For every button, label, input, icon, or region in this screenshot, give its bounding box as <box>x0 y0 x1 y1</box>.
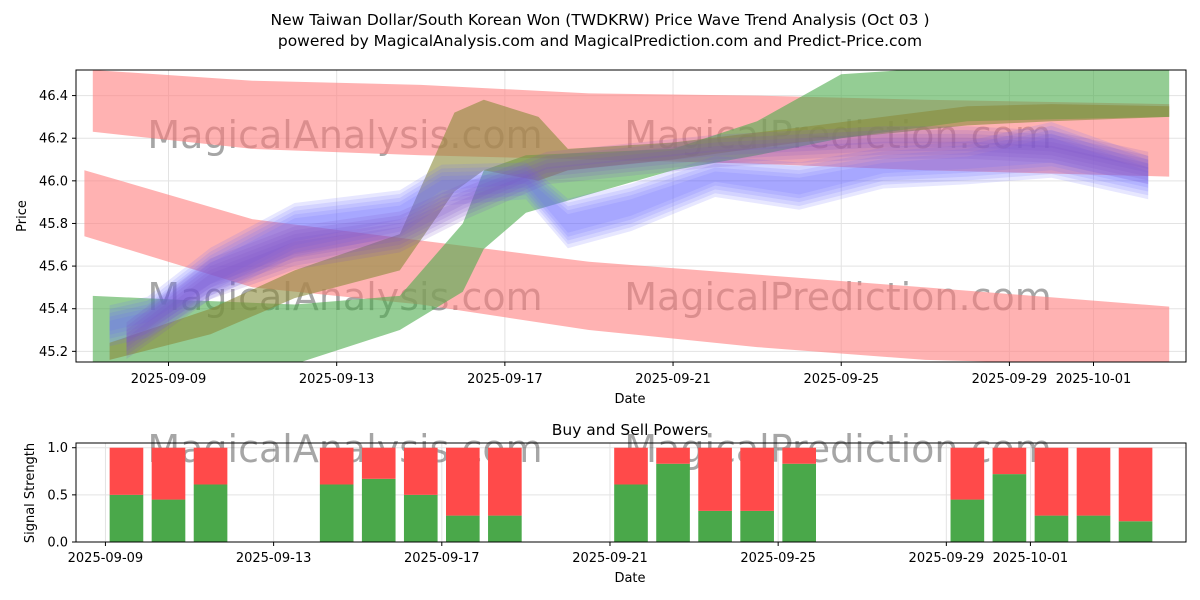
buy-bar-10 <box>698 510 732 542</box>
sell-bar-1 <box>151 447 186 500</box>
buy-bar-16 <box>1076 515 1111 542</box>
price-x-tick-label-5: 2025-09-29 <box>972 372 1048 387</box>
price-band-5-purple-layer-4 <box>126 126 1149 344</box>
price-x-tick-label-1: 2025-09-13 <box>299 372 375 387</box>
price-band-0-red <box>92 70 1170 177</box>
price-band-4-blue-layer-3 <box>109 125 1149 335</box>
buy-sell-title: Buy and Sell Powers <box>552 421 709 439</box>
price-band-5-purple-layer-1 <box>126 137 1149 356</box>
sell-bar-5 <box>403 447 438 495</box>
buy-bar-9 <box>656 463 690 542</box>
sell-bar-2 <box>193 447 228 485</box>
price-plot-frame <box>75 69 1187 363</box>
buy-bar-14 <box>992 474 1027 542</box>
sell-bar-7 <box>488 447 522 516</box>
chart-title-line-1: New Taiwan Dollar/South Korean Won (TWDK… <box>270 11 930 29</box>
price-band-4-blue-layer-1 <box>109 133 1149 343</box>
price-x-tick-label-0: 2025-09-09 <box>131 372 207 387</box>
price-x-tick-label-6: 2025-10-01 <box>1056 372 1132 387</box>
buy-bar-3 <box>319 484 354 542</box>
buy-bar-2 <box>193 484 228 542</box>
price-y-tick-label-2: 45.6 <box>39 260 68 275</box>
price-band-5-purple-layer-2 <box>126 133 1149 352</box>
buy-sell-bars <box>109 447 1153 542</box>
buy-sell-x-label: Date <box>614 571 645 586</box>
buy-bar-17 <box>1118 521 1153 542</box>
price-band-4-blue-layer-2 <box>109 129 1149 339</box>
sell-bar-15 <box>1034 447 1069 516</box>
buy-bar-15 <box>1034 515 1069 542</box>
buy-sell-x-tick-label-1: 2025-09-13 <box>236 551 312 566</box>
price-bands-clipped <box>84 70 1170 362</box>
price-x-tick-label-3: 2025-09-21 <box>635 372 711 387</box>
price-y-tick-label-5: 46.2 <box>39 132 68 147</box>
sell-bar-3 <box>319 447 354 485</box>
price-y-tick-label-3: 45.8 <box>39 217 68 232</box>
price-x-label: Date <box>614 392 645 407</box>
sell-bar-9 <box>656 447 690 464</box>
price-wave-panel: MagicalAnalysis.com MagicalPrediction.co… <box>15 69 1187 407</box>
price-y-tick-label-6: 46.4 <box>39 89 68 104</box>
buy-bar-8 <box>614 484 648 542</box>
price-band-5-purple-layer-3 <box>126 130 1149 348</box>
buy-sell-plot-frame <box>75 442 1187 543</box>
sell-bar-0 <box>109 447 144 495</box>
buy-sell-x-tick-label-4: 2025-09-25 <box>740 551 816 566</box>
sell-bar-14 <box>992 447 1027 475</box>
buy-sell-x-tick-label-6: 2025-10-01 <box>993 551 1069 566</box>
buy-sell-y-axis: 0.0 0.5 1.0 <box>47 441 76 551</box>
sell-bar-16 <box>1076 447 1111 516</box>
sell-bar-10 <box>698 447 732 511</box>
price-band-4-blue-layer-0 <box>109 137 1149 347</box>
price-x-tick-label-4: 2025-09-25 <box>803 372 879 387</box>
price-x-tick-label-2: 2025-09-17 <box>467 372 543 387</box>
buy-sell-x-tick-label-5: 2025-09-29 <box>909 551 985 566</box>
buy-bar-13 <box>950 499 985 542</box>
price-band-4-blue-layer-4 <box>109 122 1149 331</box>
price-y-axis: 45.2 45.4 45.6 45.8 46.0 46.2 46.4 <box>39 89 76 360</box>
buy-sell-y-tick-label-1: 0.5 <box>47 488 68 503</box>
price-band-3-olive <box>109 99 1170 360</box>
buy-sell-x-tick-label-0: 2025-09-09 <box>68 551 144 566</box>
buy-sell-y-label: Signal Strength <box>23 443 38 543</box>
sell-bar-4 <box>361 447 396 479</box>
price-band-5-purple-layer-0 <box>126 141 1149 359</box>
price-band-1-red <box>84 170 1170 362</box>
price-y-tick-label-4: 46.0 <box>39 174 68 189</box>
sell-bar-8 <box>614 447 648 485</box>
buy-sell-panel: Buy and Sell Powers MagicalAnalysis.com … <box>23 421 1187 586</box>
buy-bar-1 <box>151 499 186 542</box>
sell-bar-13 <box>950 447 985 500</box>
price-y-tick-label-0: 45.2 <box>39 345 68 360</box>
buy-sell-y-tick-label-2: 1.0 <box>47 441 68 456</box>
buy-bar-4 <box>361 478 396 542</box>
buy-bar-11 <box>740 510 774 542</box>
buy-bar-12 <box>782 463 816 542</box>
price-y-label: Price <box>15 200 30 232</box>
buy-sell-x-tick-label-3: 2025-09-21 <box>572 551 648 566</box>
sell-bar-11 <box>740 447 774 511</box>
chart-title-line-2: powered by MagicalAnalysis.com and Magic… <box>277 32 923 50</box>
price-bands <box>84 70 1170 362</box>
buy-bar-0 <box>109 494 144 542</box>
buy-bar-5 <box>403 494 438 542</box>
price-y-tick-label-1: 45.4 <box>39 302 68 317</box>
buy-sell-y-tick-label-0: 0.0 <box>47 536 68 551</box>
buy-bar-7 <box>488 515 522 542</box>
sell-bar-12 <box>782 447 816 464</box>
sell-bar-6 <box>446 447 480 516</box>
buy-sell-x-tick-label-2: 2025-09-17 <box>404 551 480 566</box>
price-x-axis: 2025-09-09 2025-09-13 2025-09-17 2025-09-21… <box>131 362 1132 387</box>
buy-sell-x-axis: 2025-09-09 2025-09-13 2025-09-17 2025-09-21… <box>68 542 1069 566</box>
sell-bar-17 <box>1118 447 1153 522</box>
buy-bar-6 <box>446 515 480 542</box>
